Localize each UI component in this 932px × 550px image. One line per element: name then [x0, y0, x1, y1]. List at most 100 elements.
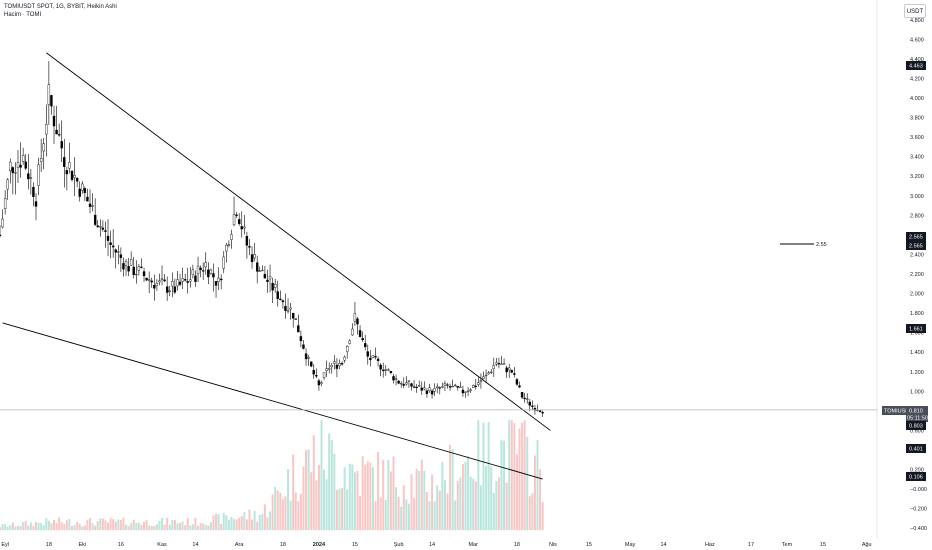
fib-badge [906, 324, 926, 333]
price-axis[interactable]: 4.800 4.600 4.400 4.200 4.000 3.800 3.600 3.400… [910, 18, 927, 532]
candle-body [29, 177, 33, 179]
price-tick-label: 3.400 [910, 155, 924, 161]
volume-bar [212, 515, 215, 531]
candle-body [528, 401, 532, 406]
volume-bar [482, 422, 485, 531]
candle-body [68, 162, 71, 169]
volume-bar [37, 522, 40, 531]
volume-bar [536, 440, 539, 531]
candle-body [132, 266, 135, 275]
volume-bar [392, 456, 395, 531]
candle-body [500, 363, 503, 365]
volume-bar [71, 526, 74, 531]
volume-bar [119, 519, 122, 531]
candle-body [438, 387, 441, 389]
candle-body [181, 278, 184, 282]
volume-bar [469, 476, 472, 531]
candle-body [263, 273, 267, 279]
price-tick-label: 3.800 [910, 116, 924, 122]
candle-body [343, 356, 346, 361]
volume-bar [42, 525, 45, 531]
time-tick-label: Ağu [862, 542, 872, 548]
candle-body [307, 357, 310, 359]
candle-body [490, 371, 493, 373]
volume-bar [415, 468, 418, 531]
volume-bar [281, 499, 284, 531]
candle-body [436, 386, 439, 388]
volume-bar [348, 463, 351, 531]
volume-bar [168, 524, 171, 531]
candle-body [333, 361, 336, 364]
volume-bar [135, 522, 138, 531]
time-axis[interactable]: Eyl 18 Eki 16 Kas 14 Ara 18 2024 15 Şub 14 Mar 18 Nis 1… [1, 542, 871, 548]
volume-bar [361, 456, 364, 531]
volume-bar [161, 518, 164, 531]
candle-body [194, 275, 197, 282]
volume-bar [503, 440, 506, 531]
candle-body [284, 306, 287, 311]
candle-body [505, 367, 508, 373]
candle-body [400, 383, 403, 385]
price-tick-label: 1.800 [910, 311, 924, 317]
trendline-upper[interactable] [46, 52, 551, 431]
volume-bar [459, 477, 462, 531]
candle-body [466, 390, 470, 392]
target-label: 2.55 [816, 242, 827, 248]
candle-body [428, 387, 431, 391]
volume-bars [0, 420, 544, 531]
candle-body [60, 141, 63, 149]
time-tick-label: Mar [468, 542, 478, 548]
volume-bar [521, 422, 524, 531]
volume-bar [420, 459, 423, 531]
candle-body [124, 261, 128, 266]
trendline-lower[interactable] [2, 322, 543, 480]
candle-body [502, 363, 506, 365]
candle-body [472, 385, 475, 388]
candle-body [482, 376, 485, 379]
candle-body [81, 183, 84, 191]
volume-bar [418, 471, 421, 531]
candle-body [150, 280, 153, 283]
volume-legend[interactable]: Hacim · TOMI [4, 12, 42, 18]
volume-bar [9, 525, 12, 531]
candle-body [338, 363, 341, 367]
candle-body [474, 385, 477, 387]
candle-body [531, 405, 534, 407]
volume-bar [258, 514, 261, 531]
candle-body [1, 218, 4, 228]
volume-bar [86, 519, 89, 531]
candle-body [117, 251, 120, 253]
volume-bar [243, 512, 246, 531]
candle-body [291, 312, 295, 319]
time-tick-label: 18 [280, 542, 286, 548]
volume-bar [137, 522, 140, 531]
price-tick-label: 1.000 [910, 389, 924, 395]
target-annotation[interactable]: 2.55 [780, 242, 827, 248]
last-low-badge [906, 421, 926, 430]
volume-bar [431, 474, 434, 531]
volume-bar [17, 525, 20, 531]
time-tick-label: 2024 [313, 542, 326, 548]
candle-body [289, 307, 292, 310]
volume-bar [341, 488, 344, 531]
time-tick-label: 14 [429, 542, 435, 548]
candle-body [397, 380, 400, 384]
volume-bar [109, 518, 112, 531]
currency-button[interactable]: USDT [904, 4, 926, 18]
volume-bar [505, 482, 508, 531]
symbol-title[interactable]: TOMIUSDT SPOT, 1G, BYBIT, Heikin Ashi [4, 4, 117, 10]
candle-body [88, 203, 92, 207]
candle-body [52, 115, 56, 127]
volume-bar [132, 519, 135, 531]
trendlines[interactable] [0, 52, 877, 480]
volume-bar [454, 500, 457, 531]
mid-badge-b-text: 2.565 [909, 244, 923, 250]
volume-bar [251, 519, 254, 531]
volume-bar [287, 468, 290, 531]
volume-bar [47, 520, 50, 531]
volume-bar [487, 422, 490, 531]
candle-body [446, 384, 449, 386]
volume-bar [173, 520, 176, 531]
volume-badge-a [906, 444, 926, 453]
